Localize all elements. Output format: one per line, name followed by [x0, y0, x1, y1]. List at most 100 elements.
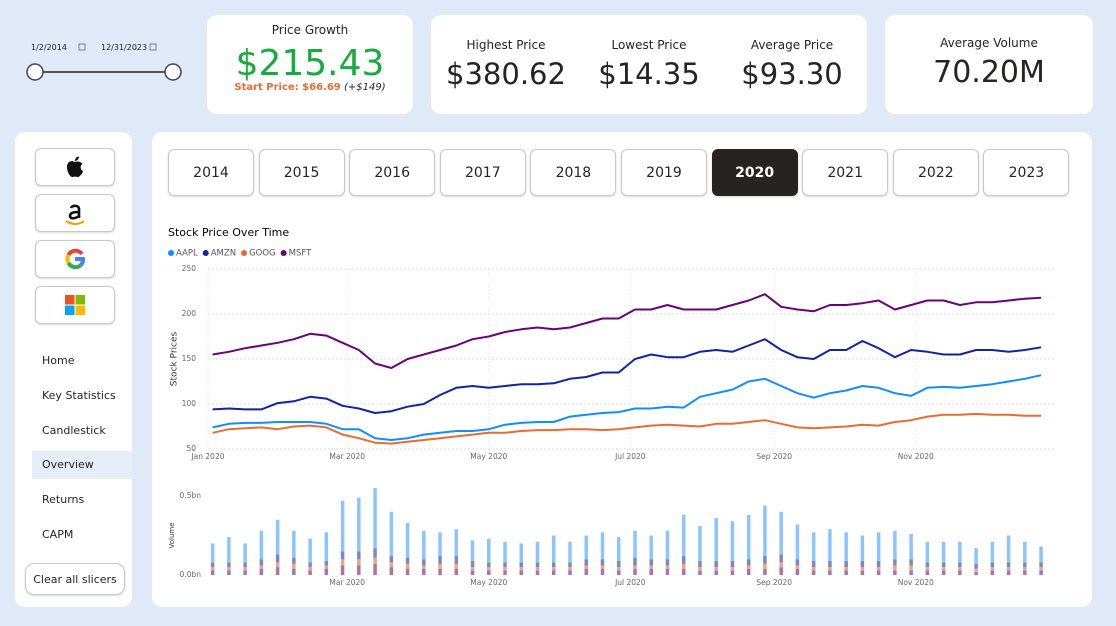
volume-bar: [714, 570, 718, 575]
volume-bar: [584, 559, 588, 566]
slider-handle[interactable]: [26, 63, 44, 81]
volume-bar: [584, 535, 588, 560]
volume-bar: [665, 530, 670, 560]
volume-bar: [405, 568, 410, 575]
amazon-button[interactable]: [35, 194, 115, 232]
nav-item[interactable]: Overview: [32, 451, 132, 480]
volume-bar: [552, 570, 556, 575]
volume-bar: [568, 567, 572, 571]
volume-bar: [1039, 562, 1043, 568]
volume-bar: [389, 511, 394, 557]
microsoft-button[interactable]: [35, 286, 115, 324]
price-line: [212, 293, 1042, 369]
volume-bar: [746, 565, 751, 569]
volume-bar: [389, 556, 394, 563]
volume-bar: [649, 568, 653, 575]
x-tick-label: Sep 2020: [756, 452, 792, 461]
google-button[interactable]: [35, 240, 115, 278]
nav-item[interactable]: Returns: [42, 493, 85, 507]
volume-bar: [210, 567, 215, 571]
year-button[interactable]: 2017: [439, 149, 526, 196]
year-button[interactable]: 2019: [621, 149, 707, 196]
volume-bar: [665, 565, 670, 569]
volume-bar: [275, 554, 280, 563]
calendar-icon[interactable]: [78, 43, 86, 51]
nav-item[interactable]: CAPM: [42, 528, 74, 541]
nav-item[interactable]: Key Statistics: [42, 388, 116, 402]
year-button[interactable]: 2023: [983, 149, 1070, 196]
slicer-start[interactable]: 1/2/2014: [31, 43, 67, 52]
legend-label: AMZN: [211, 249, 236, 259]
volume-bar: [535, 562, 540, 568]
volume-bar: [746, 568, 751, 575]
volume-bar: [535, 570, 540, 575]
calendar-icon[interactable]: [149, 43, 157, 51]
volume-bar: [600, 568, 605, 575]
volume-bar: [779, 511, 783, 555]
volume-bar: [422, 559, 426, 566]
volume-bar: [828, 529, 832, 561]
volume-bar: [340, 565, 345, 575]
volume-bar: [405, 563, 410, 569]
volume-bar: [730, 521, 735, 561]
volume-bar: [292, 557, 296, 564]
volume-bar: [730, 567, 735, 571]
volume-bar: [227, 562, 231, 568]
volume-bar: [714, 567, 718, 571]
volume-bar: [470, 560, 475, 568]
volume-bar: [828, 570, 832, 575]
year-button[interactable]: 2015: [258, 149, 345, 196]
year-button[interactable]: 2014: [168, 149, 254, 196]
volume-bar: [616, 560, 621, 568]
volume-bar: [357, 565, 361, 575]
nav-item[interactable]: Home: [42, 354, 75, 367]
x-tick-label: May 2020: [470, 452, 507, 461]
clear-slicers-button[interactable]: Clear all slicers: [25, 563, 125, 595]
volume-bar: [600, 565, 605, 569]
volume-bar: [422, 568, 426, 575]
year-button[interactable]: 2016: [349, 149, 436, 196]
volume-bar: [292, 568, 296, 575]
volume-bar: [811, 560, 816, 568]
y-tick-label: 200: [182, 309, 197, 318]
volume-bar: [860, 560, 865, 568]
volume-bar: [616, 570, 621, 575]
stat-label: Average Price: [750, 38, 834, 52]
slider-handle[interactable]: [164, 63, 182, 81]
volume-bar: [373, 548, 377, 558]
slicer-end[interactable]: 12/31/2023: [101, 43, 148, 52]
volume-bar: [844, 560, 848, 568]
volume-bar: [227, 567, 231, 571]
apple-button[interactable]: [35, 148, 115, 186]
volume-bar: [308, 538, 312, 563]
volume-bar: [763, 556, 767, 564]
volume-bar: [990, 541, 995, 563]
y-tick-label: 50: [186, 444, 196, 453]
volume-bar: [616, 567, 621, 571]
x-tick-label: Jan 2020: [190, 452, 224, 461]
volume-bar: [958, 567, 962, 571]
volume-bar: [941, 567, 946, 571]
volume-bar: [779, 554, 783, 563]
volume-bar: [909, 565, 913, 571]
volume-bar: [860, 567, 865, 571]
date-slider[interactable]: [0, 0, 200, 100]
x-tick-label: Nov 2020: [898, 578, 934, 587]
volume-bar: [876, 560, 881, 568]
year-button[interactable]: 2021: [802, 149, 889, 196]
year-button[interactable]: 2018: [530, 149, 617, 196]
year-button[interactable]: 2022: [892, 149, 979, 196]
volume-bar: [259, 559, 264, 566]
volume-bar: [227, 570, 231, 575]
stats-card: Highest Price $380.62 Lowest Price $14.35 Av…: [431, 15, 867, 114]
year-button[interactable]: 2020: [711, 149, 798, 196]
volume-bar: [1023, 562, 1027, 568]
chart-title: Stock Price Over Time: [168, 226, 289, 239]
volume-bar: [811, 532, 816, 561]
volume-bar: [438, 563, 442, 569]
x-tick-label: May 2020: [470, 578, 507, 587]
legend-marker: [202, 250, 209, 256]
y-tick-label: 100: [182, 399, 197, 408]
